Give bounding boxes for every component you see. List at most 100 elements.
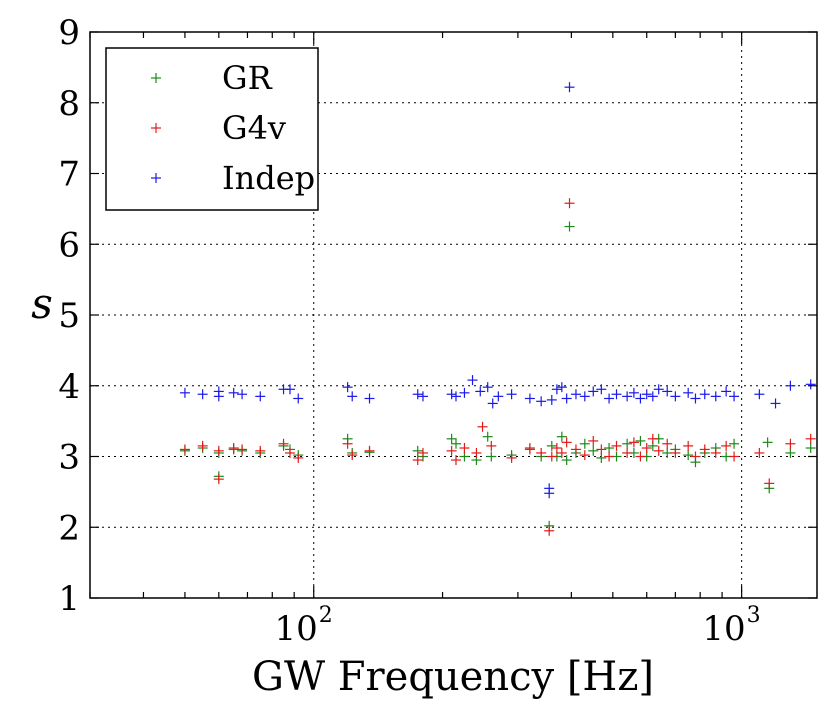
legend-label: GR — [222, 59, 273, 97]
data-point — [486, 440, 497, 451]
x-tick-label-exp: 3 — [747, 603, 761, 628]
data-point — [611, 440, 622, 451]
y-axis-label: s — [31, 279, 53, 328]
data-point — [412, 389, 423, 400]
data-point — [604, 393, 615, 404]
data-point — [551, 384, 562, 395]
y-tick-labels: 1 2 3 4 5 6 7 8 9 — [58, 13, 80, 619]
data-point — [596, 384, 607, 395]
data-point — [754, 389, 765, 400]
series-indep — [179, 82, 816, 499]
data-point — [213, 386, 224, 397]
data-point — [641, 443, 652, 454]
data-point — [570, 444, 581, 455]
data-point — [482, 382, 493, 393]
data-point — [596, 444, 607, 455]
axis-ticks — [89, 31, 817, 599]
data-point — [546, 440, 557, 451]
data-point — [683, 440, 694, 451]
data-point — [417, 447, 428, 458]
data-point — [635, 435, 646, 446]
data-point — [293, 452, 304, 463]
data-point — [770, 398, 781, 409]
x-tick-label-base: 10 — [702, 609, 745, 649]
data-point — [551, 443, 562, 454]
data-point — [255, 391, 266, 402]
data-point — [683, 387, 694, 398]
data-point — [561, 437, 572, 448]
x-tick-label-exp: 2 — [319, 603, 333, 628]
data-point — [662, 386, 673, 397]
data-point — [588, 445, 599, 456]
data-point — [710, 391, 721, 402]
legend-entry-g4v: G4v — [151, 109, 286, 147]
data-point — [412, 455, 423, 466]
data-point — [604, 451, 615, 462]
data-point — [764, 478, 775, 489]
data-point — [690, 393, 701, 404]
data-point — [446, 389, 457, 400]
series-gr — [179, 221, 816, 531]
data-point — [604, 443, 615, 454]
data-point — [228, 387, 239, 398]
data-point — [197, 389, 208, 400]
data-point — [699, 444, 710, 455]
data-point — [179, 444, 190, 455]
y-tick-label: 6 — [58, 225, 80, 265]
data-point — [493, 391, 504, 402]
legend-entry-indep: Indep — [151, 159, 315, 197]
data-point — [213, 474, 224, 485]
legend-label: Indep — [222, 159, 315, 197]
y-tick-label: 3 — [58, 438, 80, 478]
data-point — [564, 198, 575, 209]
data-point — [255, 445, 266, 456]
data-point — [564, 221, 575, 232]
data-point — [475, 386, 486, 397]
data-point — [446, 445, 457, 456]
data-point — [459, 387, 470, 398]
data-point — [653, 384, 664, 395]
data-point — [556, 382, 567, 393]
data-point — [641, 389, 652, 400]
data-point — [729, 391, 740, 402]
data-point — [579, 391, 590, 402]
data-point — [721, 440, 732, 451]
data-point — [228, 443, 239, 454]
data-point — [544, 525, 555, 536]
data-point — [690, 451, 701, 462]
x-tick-labels: 10 2 10 3 — [274, 603, 760, 649]
data-point — [284, 384, 295, 395]
data-point — [647, 391, 658, 402]
data-point — [450, 391, 461, 402]
data-point — [754, 447, 765, 458]
data-point — [364, 445, 375, 456]
data-point — [588, 435, 599, 446]
data-point — [342, 382, 353, 393]
data-point — [536, 396, 547, 407]
data-point — [342, 438, 353, 449]
x-tick-label-base: 10 — [274, 609, 317, 649]
data-point — [284, 447, 295, 458]
data-point — [628, 387, 639, 398]
data-point — [450, 455, 461, 466]
data-point — [683, 450, 694, 461]
data-point — [446, 433, 457, 444]
data-point — [364, 393, 375, 404]
data-point — [635, 393, 646, 404]
data-point — [536, 447, 547, 458]
data-points — [179, 82, 816, 536]
data-point — [699, 389, 710, 400]
data-point — [506, 389, 517, 400]
legend-entry-gr: GR — [151, 59, 273, 97]
data-point — [412, 445, 423, 456]
y-tick-label: 5 — [58, 296, 80, 336]
y-tick-label: 1 — [58, 579, 80, 619]
data-point — [729, 451, 740, 462]
legend: GR G4v Indep — [105, 47, 319, 211]
data-point — [622, 447, 633, 458]
y-tick-label: 8 — [58, 84, 80, 124]
data-point — [546, 451, 557, 462]
y-tick-label: 9 — [58, 13, 80, 53]
data-point — [579, 438, 590, 449]
